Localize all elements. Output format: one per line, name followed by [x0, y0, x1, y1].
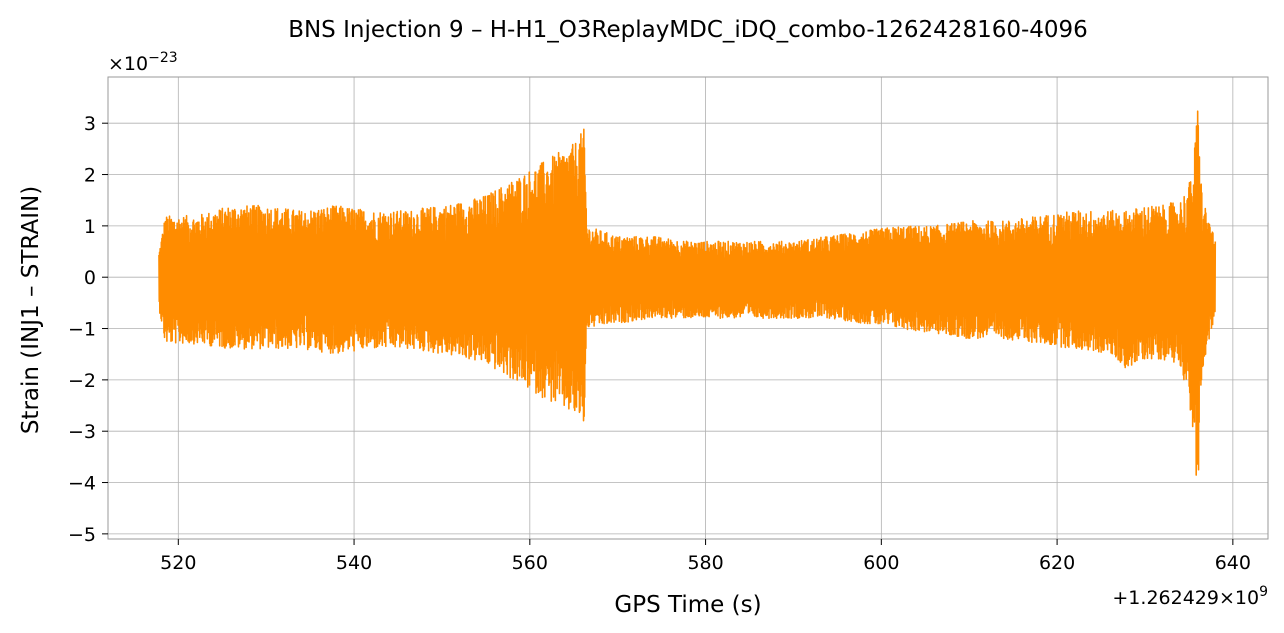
y-tick-label: 3 [84, 113, 96, 135]
x-tick-label: 520 [160, 552, 196, 574]
x-tick-label: 640 [1215, 552, 1251, 574]
y-tick-label: 1 [84, 216, 96, 238]
x-axis-label: GPS Time (s) [614, 592, 761, 618]
axis-ticks: 520 540 560 580 600 620 640 −5 −4 −3 −2 −1 0 1 2 3 [68, 113, 1251, 574]
x-tick-label: 560 [512, 552, 548, 574]
strain-series-line [158, 110, 1217, 476]
chart-title: BNS Injection 9 – H-H1_O3ReplayMDC_iDQ_c… [288, 17, 1088, 43]
y-axis-label: Strain (INJ1 – STRAIN) [18, 186, 44, 434]
axes-frame [107, 76, 1269, 540]
y-tick-label: −4 [68, 473, 96, 495]
y-tick-label: 2 [84, 165, 96, 187]
x-tick-label: 600 [863, 552, 899, 574]
y-tick-label: 0 [84, 267, 96, 289]
y-tick-label: −1 [68, 319, 96, 341]
y-tick-label: −5 [68, 524, 96, 546]
x-tick-label: 540 [336, 552, 372, 574]
y-tick-label: −3 [68, 421, 96, 443]
x-offset-label: +1.262429×109 [1112, 584, 1268, 609]
x-tick-label: 620 [1039, 552, 1075, 574]
plot-area [158, 110, 1217, 476]
y-scale-factor: ×10−23 [108, 50, 178, 75]
y-tick-label: −2 [68, 370, 96, 392]
x-tick-label: 580 [687, 552, 723, 574]
